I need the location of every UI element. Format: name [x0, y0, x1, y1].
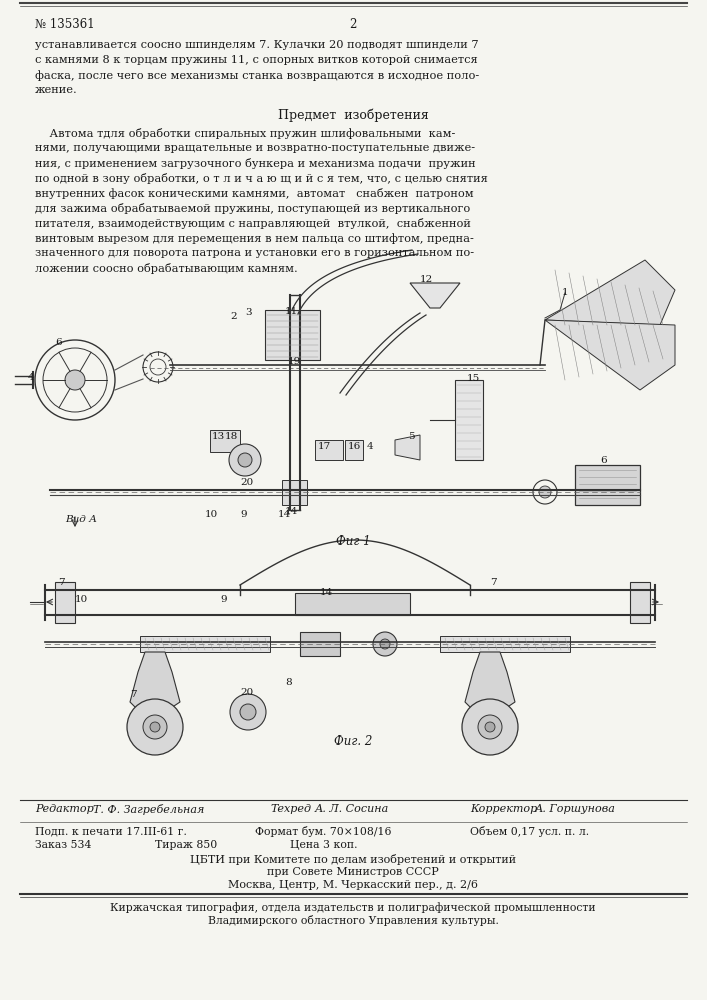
Text: Корректор: Корректор — [470, 804, 537, 814]
Text: 2: 2 — [349, 18, 357, 31]
Text: фаска, после чего все механизмы станка возвращаются в исходное поло-: фаска, после чего все механизмы станка в… — [35, 70, 479, 81]
Text: 10: 10 — [75, 595, 88, 604]
Polygon shape — [545, 320, 675, 390]
Text: Объем 0,17 усл. п. л.: Объем 0,17 усл. п. л. — [470, 826, 589, 837]
Text: Формат бум. 70×108/16: Формат бум. 70×108/16 — [255, 826, 392, 837]
Polygon shape — [410, 283, 460, 308]
Text: 14: 14 — [320, 588, 333, 597]
Text: Фиг 1: Фиг 1 — [336, 535, 370, 548]
FancyBboxPatch shape — [440, 636, 570, 652]
FancyBboxPatch shape — [210, 430, 240, 452]
Text: Тираж 850: Тираж 850 — [155, 840, 217, 850]
Text: внутренних фасок коническими камнями,  автомат   снабжен  патроном: внутренних фасок коническими камнями, ав… — [35, 188, 474, 199]
Text: 1: 1 — [562, 288, 568, 297]
Text: Техред: Техред — [270, 804, 311, 814]
Text: 9: 9 — [240, 510, 247, 519]
Text: 3: 3 — [245, 308, 252, 317]
Circle shape — [150, 722, 160, 732]
Text: винтовым вырезом для перемещения в нем пальца со штифтом, предна-: винтовым вырезом для перемещения в нем п… — [35, 233, 474, 244]
Text: Фиг. 2: Фиг. 2 — [334, 735, 372, 748]
Text: 17: 17 — [318, 442, 332, 451]
Text: 20: 20 — [240, 478, 253, 487]
Text: А. Л. Сосина: А. Л. Сосина — [315, 804, 390, 814]
Polygon shape — [395, 435, 420, 460]
Text: 4: 4 — [28, 373, 35, 382]
FancyBboxPatch shape — [140, 636, 270, 652]
Text: 9: 9 — [220, 595, 227, 604]
Text: 18: 18 — [225, 432, 238, 441]
Circle shape — [539, 486, 551, 498]
Text: ЦБТИ при Комитете по делам изобретений и открытий: ЦБТИ при Комитете по делам изобретений и… — [190, 854, 516, 865]
FancyBboxPatch shape — [300, 632, 340, 656]
Text: питателя, взаимодействующим с направляющей  втулкой,  снабженной: питателя, взаимодействующим с направляющ… — [35, 218, 471, 229]
Text: 11: 11 — [285, 307, 298, 316]
Text: при Совете Министров СССР: при Совете Министров СССР — [267, 867, 439, 877]
Text: 6: 6 — [600, 456, 607, 465]
Text: № 135361: № 135361 — [35, 18, 95, 31]
Text: А. Горшунова: А. Горшунова — [535, 804, 616, 814]
Text: 8: 8 — [285, 678, 291, 687]
Text: 5: 5 — [408, 432, 414, 441]
Text: значенного для поворота патрона и установки его в горизонтальном по-: значенного для поворота патрона и устано… — [35, 248, 474, 258]
Text: 20: 20 — [240, 688, 253, 697]
FancyBboxPatch shape — [315, 440, 343, 460]
Text: 7: 7 — [58, 578, 64, 587]
Text: 19: 19 — [288, 357, 301, 366]
Text: Владимирского областного Управления культуры.: Владимирского областного Управления куль… — [208, 915, 498, 926]
Text: Т. Ф. Загребельная: Т. Ф. Загребельная — [93, 804, 204, 815]
Polygon shape — [130, 652, 180, 712]
Text: Подп. к печати 17.III-61 г.: Подп. к печати 17.III-61 г. — [35, 826, 187, 836]
Text: 15: 15 — [467, 374, 480, 383]
Text: жение.: жение. — [35, 85, 78, 95]
FancyBboxPatch shape — [575, 465, 640, 505]
Circle shape — [230, 694, 266, 730]
Circle shape — [238, 453, 252, 467]
Text: Цена 3 коп.: Цена 3 коп. — [290, 840, 358, 850]
Circle shape — [65, 370, 85, 390]
Circle shape — [380, 639, 390, 649]
Circle shape — [127, 699, 183, 755]
FancyBboxPatch shape — [630, 582, 650, 623]
Circle shape — [373, 632, 397, 656]
Text: Заказ 534: Заказ 534 — [35, 840, 91, 850]
Polygon shape — [465, 652, 515, 712]
Text: Автома тдля обработки спиральных пружин шлифовальными  кам-: Автома тдля обработки спиральных пружин … — [35, 128, 455, 139]
Text: Редактор: Редактор — [35, 804, 94, 814]
Circle shape — [478, 715, 502, 739]
Text: 16: 16 — [348, 442, 361, 451]
Text: Киржачская типография, отдела издательств и полиграфической промышленности: Киржачская типография, отдела издательст… — [110, 902, 596, 913]
Circle shape — [462, 699, 518, 755]
FancyBboxPatch shape — [55, 582, 75, 623]
Circle shape — [485, 722, 495, 732]
Text: по одной в зону обработки, о т л и ч а ю щ и й с я тем, что, с целью снятия: по одной в зону обработки, о т л и ч а ю… — [35, 173, 488, 184]
Text: 2: 2 — [230, 312, 237, 321]
FancyBboxPatch shape — [455, 380, 483, 460]
Text: 13: 13 — [212, 432, 226, 441]
Text: ния, с применением загрузочного бункера и механизма подачи  пружин: ния, с применением загрузочного бункера … — [35, 158, 476, 169]
FancyBboxPatch shape — [345, 440, 363, 460]
Text: нями, получающими вращательные и возвратно-поступательные движе-: нями, получающими вращательные и возврат… — [35, 143, 475, 153]
Text: Вид А: Вид А — [65, 515, 97, 524]
Text: для зажима обрабатываемой пружины, поступающей из вертикального: для зажима обрабатываемой пружины, посту… — [35, 203, 470, 214]
Text: устанавливается соосно шпинделям 7. Кулачки 20 подводят шпиндели 7: устанавливается соосно шпинделям 7. Кула… — [35, 40, 479, 50]
Text: 10: 10 — [205, 510, 218, 519]
FancyBboxPatch shape — [282, 480, 307, 505]
Text: Москва, Центр, М. Черкасский пер., д. 2/6: Москва, Центр, М. Черкасский пер., д. 2/… — [228, 880, 478, 890]
Text: 7: 7 — [130, 690, 136, 699]
FancyBboxPatch shape — [265, 310, 320, 360]
Text: 7: 7 — [490, 578, 496, 587]
Circle shape — [143, 715, 167, 739]
Text: 6: 6 — [55, 338, 62, 347]
Text: 14: 14 — [278, 510, 291, 519]
Polygon shape — [545, 260, 675, 325]
Circle shape — [229, 444, 261, 476]
FancyBboxPatch shape — [295, 593, 410, 615]
Text: 12: 12 — [420, 275, 433, 284]
Text: 14: 14 — [285, 507, 298, 516]
Text: Предмет  изобретения: Предмет изобретения — [278, 108, 428, 121]
Text: 4: 4 — [367, 442, 373, 451]
Text: с камнями 8 к торцам пружины 11, с опорных витков которой снимается: с камнями 8 к торцам пружины 11, с опорн… — [35, 55, 478, 65]
Text: ложении соосно обрабатывающим камням.: ложении соосно обрабатывающим камням. — [35, 263, 298, 274]
Circle shape — [240, 704, 256, 720]
